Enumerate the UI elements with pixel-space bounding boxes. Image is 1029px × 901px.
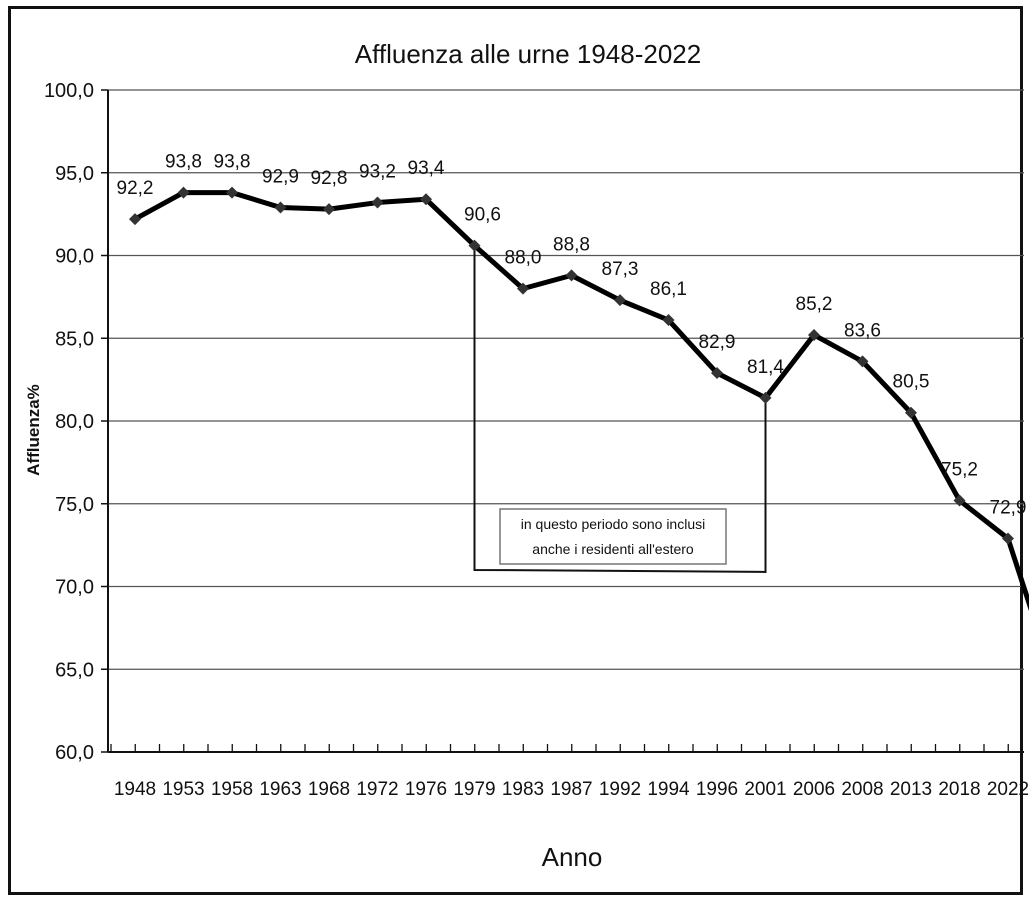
data-label: 87,3 bbox=[602, 259, 639, 280]
y-axis-ticks: 60,0 65,0 70,0 75,0 80,0 85,0 90,0 95,0 100,0 bbox=[44, 80, 108, 764]
annotation-line-2: anche i residenti all'estero bbox=[532, 541, 694, 557]
y-tick-label: 65,0 bbox=[55, 659, 94, 681]
data-point bbox=[1002, 532, 1014, 545]
data-label: 81,4 bbox=[747, 357, 784, 378]
data-point bbox=[468, 239, 481, 252]
y-tick-label: 70,0 bbox=[55, 577, 94, 599]
data-label: 93,4 bbox=[408, 158, 445, 179]
data-label: 85,2 bbox=[796, 294, 833, 315]
data-point bbox=[953, 494, 966, 507]
data-point bbox=[614, 294, 626, 307]
x-tick-label: 2008 bbox=[841, 779, 883, 800]
x-tick-label: 1976 bbox=[405, 779, 447, 800]
y-tick-label: 75,0 bbox=[55, 494, 94, 516]
series-polyline bbox=[133, 190, 1029, 612]
x-tick-label: 1987 bbox=[550, 779, 592, 800]
data-point bbox=[129, 213, 141, 226]
y-tick-label: 100,0 bbox=[44, 80, 94, 102]
data-point bbox=[759, 391, 772, 404]
data-label: 93,8 bbox=[165, 152, 202, 173]
x-tick-label: 2001 bbox=[744, 779, 786, 800]
data-point bbox=[856, 355, 869, 368]
data-point bbox=[226, 186, 238, 199]
x-axis-label: Anno bbox=[542, 842, 603, 872]
x-tick-label: 1979 bbox=[453, 779, 495, 800]
x-tick-label: 1963 bbox=[259, 779, 301, 800]
data-label: 72,9 bbox=[990, 498, 1027, 519]
x-axis-ticks: 1948 1953 1958 1963 1968 1972 1976 1979 1983 1987… bbox=[110, 744, 1029, 800]
x-tick-label: 1958 bbox=[211, 779, 253, 800]
data-label: 92,2 bbox=[117, 178, 154, 199]
data-labels: 92,2 93,8 93,8 92,9 92,8 93,2 93,4 90,6 88,0 88,8… bbox=[117, 152, 1027, 519]
x-tick-label: 1953 bbox=[162, 779, 204, 800]
data-label: 80,5 bbox=[893, 372, 930, 393]
annotation-line-1: in questo periodo sono inclusi bbox=[521, 516, 705, 532]
data-point bbox=[274, 201, 287, 214]
data-label: 93,2 bbox=[359, 162, 396, 183]
x-tick-label: 1968 bbox=[308, 779, 350, 800]
y-axis-label: Affluenza% bbox=[24, 384, 43, 476]
data-point bbox=[808, 328, 820, 341]
annotation-box bbox=[499, 508, 727, 565]
x-tick-label: 2013 bbox=[890, 779, 932, 800]
data-label: 90,6 bbox=[464, 205, 501, 226]
y-tick-label: 90,0 bbox=[55, 246, 94, 268]
x-tick-label: 2018 bbox=[938, 779, 980, 800]
data-point bbox=[177, 186, 190, 199]
chart-frame bbox=[8, 6, 1023, 895]
data-label: 82,9 bbox=[699, 332, 736, 353]
data-label: 83,6 bbox=[844, 320, 881, 341]
data-label: 92,9 bbox=[262, 167, 299, 188]
data-point bbox=[323, 203, 335, 216]
series-line bbox=[129, 186, 1029, 612]
data-label: 88,0 bbox=[505, 248, 542, 269]
annotation: in questo periodo sono inclusi anche i r… bbox=[473, 245, 767, 573]
annotation-bracket bbox=[473, 245, 767, 573]
x-tick-label: 1994 bbox=[647, 779, 690, 800]
data-label: 86,1 bbox=[650, 279, 687, 300]
axes bbox=[107, 90, 1024, 753]
y-tick-label: 80,0 bbox=[55, 411, 94, 433]
y-tick-label: 95,0 bbox=[55, 163, 94, 185]
data-label: 93,8 bbox=[214, 152, 251, 173]
data-point bbox=[662, 314, 675, 327]
x-tick-label: 1948 bbox=[114, 779, 156, 800]
data-point bbox=[517, 282, 529, 295]
data-label: 88,8 bbox=[553, 234, 590, 255]
data-point bbox=[371, 196, 384, 209]
y-tick-label: 60,0 bbox=[55, 742, 94, 764]
x-tick-label: 1992 bbox=[599, 779, 641, 800]
data-point bbox=[905, 406, 917, 419]
x-tick-label: 1972 bbox=[356, 779, 398, 800]
x-tick-label: 2006 bbox=[793, 779, 835, 800]
x-tick-label: 1983 bbox=[502, 779, 544, 800]
x-tick-label: 1996 bbox=[696, 779, 738, 800]
x-tick-label: 2022 bbox=[987, 779, 1029, 800]
data-point bbox=[420, 193, 432, 206]
data-point bbox=[565, 269, 578, 282]
data-label: 92,8 bbox=[311, 168, 348, 189]
data-point bbox=[711, 367, 723, 380]
y-tick-label: 85,0 bbox=[55, 328, 94, 350]
grid-lines bbox=[108, 89, 1024, 753]
data-label: 75,2 bbox=[941, 459, 978, 480]
chart-title: Affluenza alle urne 1948-2022 bbox=[355, 39, 701, 69]
